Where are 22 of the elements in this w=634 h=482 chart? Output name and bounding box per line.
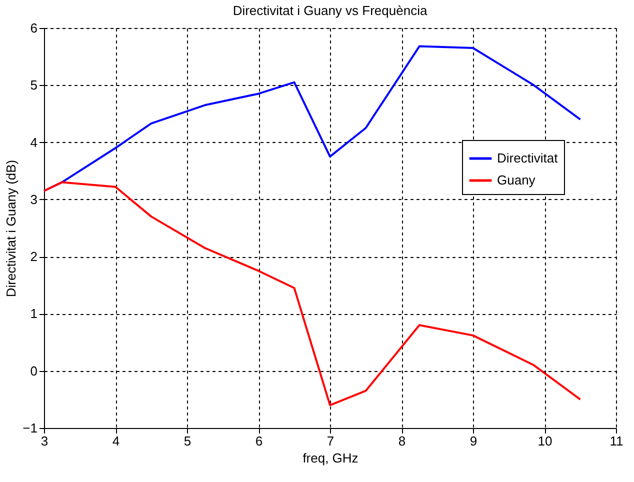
x-tick-label: 7 <box>326 434 334 448</box>
y-tick-label: 5 <box>30 78 38 93</box>
y-tick-label: 6 <box>30 20 38 36</box>
y-tick-label: 2 <box>30 249 38 264</box>
y-tick-label: −1 <box>22 420 38 436</box>
y-tick-label: 0 <box>30 363 38 378</box>
x-tick-label: 5 <box>184 434 192 448</box>
x-tick-label: 11 <box>610 434 624 448</box>
legend-label: Directivitat <box>497 150 558 166</box>
x-tick-label: 6 <box>255 434 263 448</box>
y-tick-label: 4 <box>30 134 38 150</box>
x-tick-label: 9 <box>470 434 478 448</box>
chart-title: Directivitat i Guany vs Frequència <box>232 3 428 18</box>
x-tick-label: 3 <box>40 434 48 448</box>
y-tick-label: 1 <box>30 306 38 322</box>
x-tick-label: 8 <box>398 434 406 448</box>
y-axis-title: Directivitat i Guany (dB) <box>4 160 19 298</box>
legend-label: Guany <box>497 172 536 188</box>
x-tick-label: 4 <box>112 434 120 448</box>
y-tick-label: 3 <box>30 192 38 207</box>
x-tick-label: 10 <box>538 434 552 448</box>
x-axis-title: freq, GHz <box>302 450 358 466</box>
